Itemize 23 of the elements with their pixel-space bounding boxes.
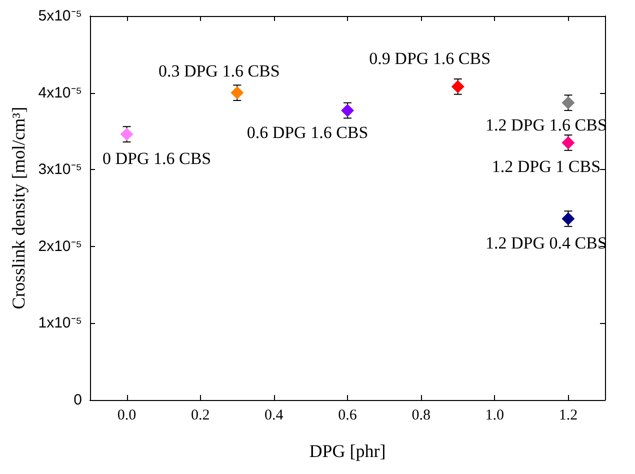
y-tick-label: 1x10⁻⁵ xyxy=(38,314,82,332)
y-tick-label: 4x10⁻⁵ xyxy=(38,84,82,102)
x-tick-label: 0.4 xyxy=(264,408,284,424)
y-tick-label: 0 xyxy=(74,392,82,408)
x-tick-label: 1.2 xyxy=(558,408,578,424)
series-label: 0.6 DPG 1.6 CBS xyxy=(246,122,368,142)
x-tick-label: 0.0 xyxy=(117,408,136,424)
x-tick-label: 0.8 xyxy=(412,408,430,424)
point xyxy=(230,86,244,100)
y-tick-label: 2x10⁻⁵ xyxy=(38,238,82,255)
x-axis-title: DPG [phr] xyxy=(309,441,386,461)
x-tick-label: 0.6 xyxy=(338,408,358,424)
series-label: 1.2 DPG 1.6 CBS xyxy=(486,115,607,134)
x-tick-label: 1.0 xyxy=(485,408,504,424)
series-label: 0.9 DPG 1.6 CBS xyxy=(369,49,491,68)
y-tick-label: 5x10⁻⁵ xyxy=(38,8,82,24)
series-label: 0.3 DPG 1.6 CBS xyxy=(158,61,280,80)
x-tick-label: 0.2 xyxy=(190,408,210,424)
series-label: 0 DPG 1.6 CBS xyxy=(102,148,212,168)
series-label: 1.2 DPG 0.4 CBS xyxy=(486,233,607,252)
y-tick-label: 3x10⁻⁵ xyxy=(38,161,82,178)
y-axis-title: Crosslink density [mol/cm³] xyxy=(8,106,28,310)
series-label: 1.2 DPG 1 CBS xyxy=(492,157,601,176)
